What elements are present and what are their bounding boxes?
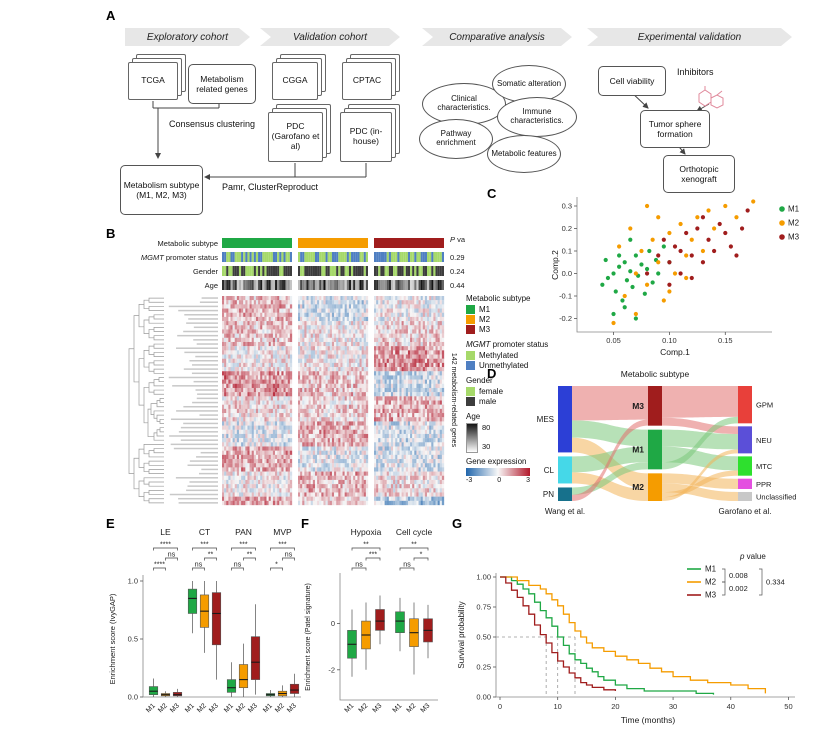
legend-item-m2: M2 <box>466 315 566 324</box>
age-gradient-legend: 80 30 <box>466 423 566 453</box>
svg-text:Gender: Gender <box>193 267 219 276</box>
legend-item-female: female <box>466 387 566 396</box>
legend-subtype-title: Metabolic subtype <box>466 294 531 303</box>
tumor-sphere-box: Tumor sphere formation <box>640 110 710 148</box>
legend-item-m3: M3 <box>466 325 566 334</box>
cptac-label: CPTAC <box>352 75 382 86</box>
panel-label-f: F <box>301 516 309 531</box>
workflow-panel: Exploratory cohort Validation cohort Com… <box>105 5 820 220</box>
panel-label-c: C <box>487 186 497 201</box>
methylated-swatch <box>466 351 475 360</box>
pdc-inhouse-label: PDC (in-house) <box>349 126 383 146</box>
svg-text:0.448: 0.448 <box>450 281 465 290</box>
ellipse-pathway-enrichment: Pathway enrichment <box>419 119 493 159</box>
legend-mgmt-title: MGMT promoter status <box>466 340 549 349</box>
m3-swatch <box>466 325 475 334</box>
banner-comparative-analysis: Comparative analysis <box>422 28 572 46</box>
svg-text:P value: P value <box>450 235 465 244</box>
pdc-garofano-label: PDC (Garofano et al) <box>271 121 320 151</box>
legend-item-methylated: Methylated <box>466 351 566 360</box>
scatter-panel: 0.30.20.10.0-0.1-0.20.05 0.10 0.15Comp.1Co… <box>550 197 800 357</box>
ellipse-somatic-alteration: Somatic alteration <box>492 65 566 103</box>
svg-text:Metabolic subtype: Metabolic subtype <box>158 239 218 248</box>
cgga-label: CGGA <box>282 75 308 86</box>
tcga-label: TCGA <box>141 75 165 86</box>
inhibitor-molecule-icon <box>698 86 724 109</box>
consensus-clustering-label: Consensus clustering <box>169 119 256 129</box>
sankey-panel: Metabolic subtypeMESCLPNM3M1M2GPMNEUMTCP… <box>537 369 797 516</box>
male-swatch <box>466 397 475 406</box>
cgga-cohort: CGGA <box>272 54 326 100</box>
heatmap-panel: Metabolic subtype MGMT promoter status Gen… <box>128 235 465 506</box>
panel-label-a: A <box>106 8 116 23</box>
legend-expression-title: Gene expression <box>466 457 527 466</box>
pdc-garofano-cohort: PDC (Garofano et al) <box>268 104 331 162</box>
pamr-label: Pamr, ClusterReproduct <box>221 182 319 192</box>
banner-experimental-validation: Experimental validation <box>587 28 792 46</box>
ellipse-metabolic-features: Metabolic features <box>487 135 561 173</box>
metabolism-subtype-box: Metabolism subtype (M1, M2, M3) <box>120 165 203 215</box>
metabolism-genes-box: Metabolism related genes <box>188 64 256 104</box>
unmethylated-swatch <box>466 361 475 370</box>
expression-ticks: -3 0 3 <box>466 477 530 484</box>
tcga-cohort: TCGA <box>128 54 186 100</box>
xenograft-box: Orthotopic xenograft <box>663 155 735 193</box>
ellipse-immune-characteristics: Immune characteristics. <box>497 97 577 137</box>
svg-text:0.241: 0.241 <box>450 267 465 276</box>
legend-gender-title: Gender <box>466 376 493 385</box>
expression-gradient-bar <box>466 468 530 476</box>
female-swatch <box>466 387 475 396</box>
legend-item-m1: M1 <box>466 305 566 314</box>
banner-validation-cohort: Validation cohort <box>260 28 400 46</box>
age-gradient-bar <box>466 423 478 453</box>
svg-text:MGMT promoter status: MGMT promoter status <box>141 253 218 262</box>
panel-label-d: D <box>487 366 497 381</box>
ellipse-clinical-characteristics: Clinical characteristics. <box>422 83 506 125</box>
m1-swatch <box>466 305 475 314</box>
heatmap-legends: Metabolic subtype M1 M2 M3 MGMT promoter… <box>466 294 566 484</box>
banner-exploratory-cohort: Exploratory cohort <box>125 28 250 46</box>
pdc-inhouse-cohort: PDC (in-house) <box>340 104 400 162</box>
panel-label-b: B <box>106 226 116 241</box>
svg-text:Age: Age <box>205 281 218 290</box>
panel-label-e: E <box>106 516 115 531</box>
cell-viability-box: Cell viability <box>598 66 666 96</box>
svg-text:0.29: 0.29 <box>450 253 465 262</box>
legend-item-male: male <box>466 397 566 406</box>
panel-label-g: G <box>452 516 463 531</box>
legend-item-unmethylated: Unmethylated <box>466 361 566 370</box>
m2-swatch <box>466 315 475 324</box>
inhibitors-label: Inhibitors <box>677 67 714 77</box>
legend-age-title: Age <box>466 412 481 421</box>
cptac-cohort: CPTAC <box>342 54 400 100</box>
